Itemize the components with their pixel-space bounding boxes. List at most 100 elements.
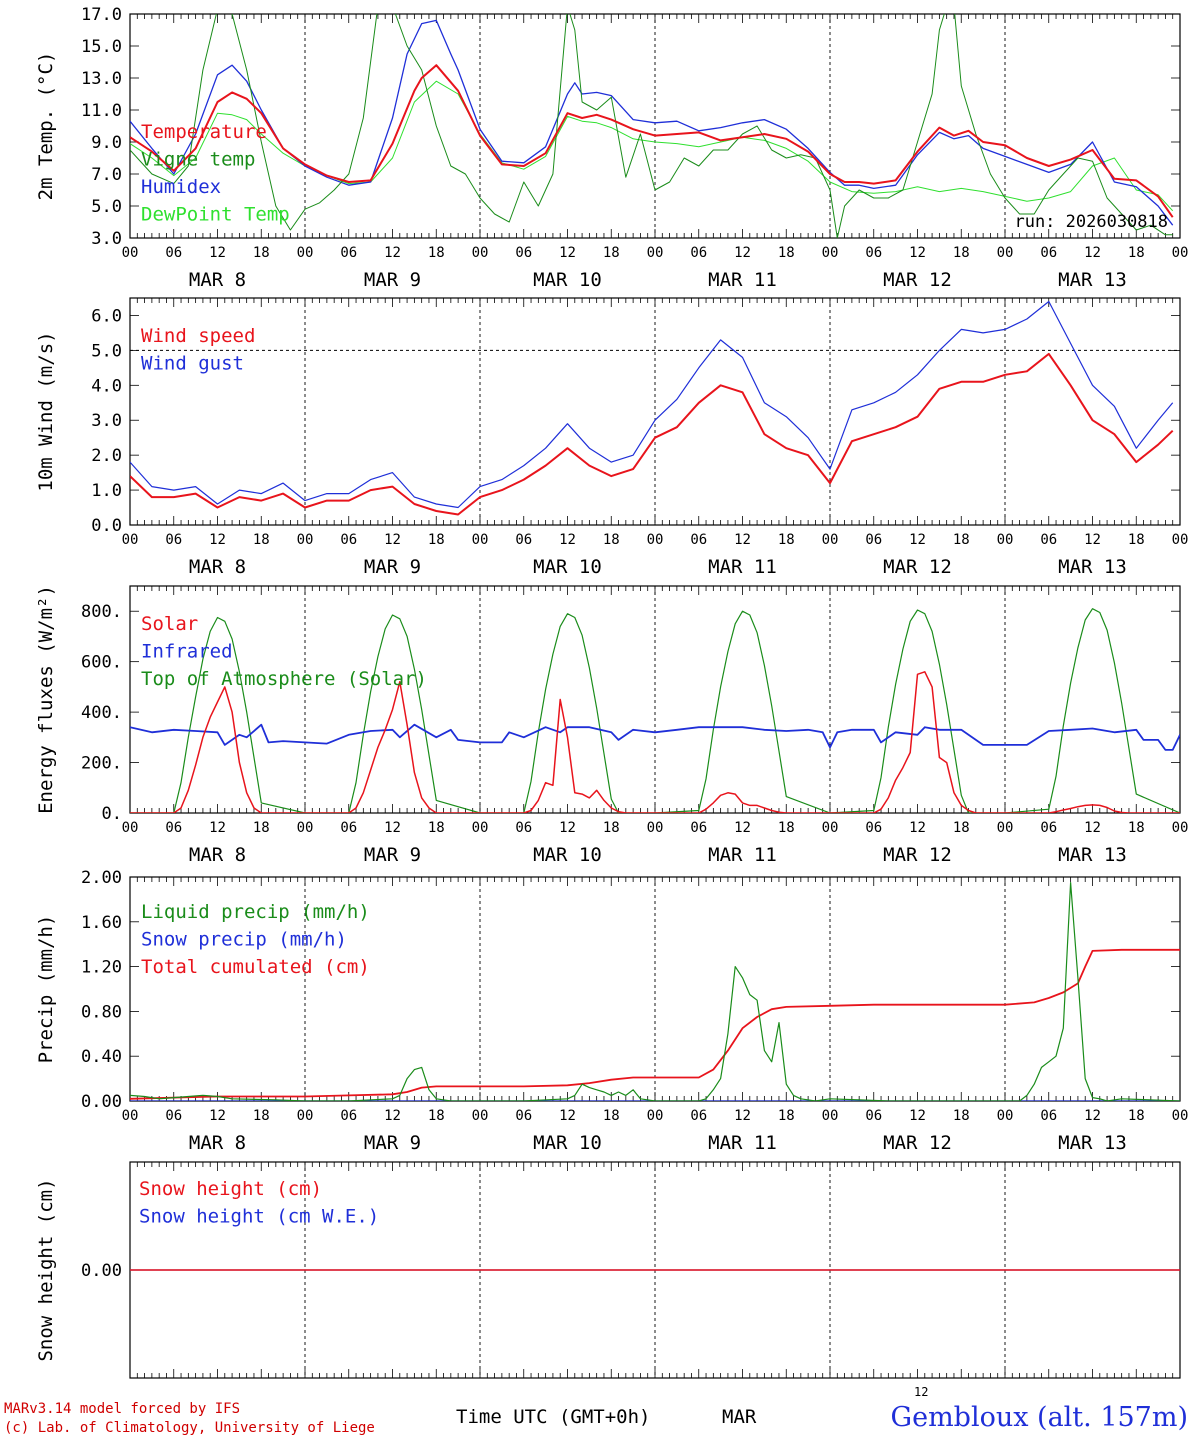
legend-entry: Snow height (cm W.E.) [139,1206,379,1228]
x-tick-label: 00 [822,245,839,261]
x-tick-label: 00 [822,820,839,836]
day-label: MAR 11 [708,844,777,866]
series-line-wind-gust [130,300,1174,509]
day-label: MAR 11 [708,556,777,578]
x-tick-label: 12 [1084,820,1101,836]
x-tick-label: 18 [778,245,795,261]
x-tick-label: 06 [165,1108,182,1124]
x-tick-label: 00 [297,245,314,261]
x-tick-label: 00 [997,245,1014,261]
x-tick-label: 18 [1128,1108,1145,1124]
series-line-dewpoint-temp [130,80,1174,212]
x-tick-label: 06 [515,820,532,836]
day-label: MAR 13 [1058,269,1127,291]
x-tick-label: 12 [384,245,401,261]
legend-entry: Top of Atmosphere (Solar) [141,668,427,690]
x-tick-label: 12 [209,532,226,548]
x-tick-label: 00 [472,1108,489,1124]
model-credit: MARv3.14 model forced by IFS [4,1401,241,1417]
day-label: MAR 12 [883,269,952,291]
y-tick-label: 6.0 [91,306,122,326]
x-tick-label: 00 [997,1108,1014,1124]
station-label: Gembloux (alt. 157m) [890,1402,1188,1433]
x-tick-label: 00 [122,1108,139,1124]
legend-entry: Solar [141,613,198,635]
day-label: MAR 9 [364,269,421,291]
y-tick-label: 11.0 [81,101,122,121]
x-tick-label: 06 [865,245,882,261]
x-tick-label: 12 [909,820,926,836]
day-label: MAR 10 [533,844,602,866]
panel-temperature: 00 06 12 18 00 06 12 18 00 06 12 18 00 06 12 18 00 06 12 18… [35,5,1188,291]
x-tick-label: 18 [428,245,445,261]
y-axis-label: Precip (mm/h) [35,915,57,1064]
x-tick-label: 12 [384,1108,401,1124]
lab-credit: (c) Lab. of Climatology, University of L… [4,1420,375,1436]
x-tick-label: 18 [953,532,970,548]
x-tick-label: 06 [1040,532,1057,548]
y-tick-label: 1.20 [81,958,122,978]
x-tick-label: 06 [865,1108,882,1124]
x-tick-label: 06 [515,245,532,261]
y-tick-label: 800. [81,602,122,622]
x-tick-label: 12 [559,820,576,836]
panel-energy: 00 06 12 18 00 06 12 18 00 06 12 18 00 06 12 18 00 06 12 18… [35,585,1188,866]
legend-entry: Wind gust [141,353,244,375]
x-tick-label: 12 [734,532,751,548]
x-tick-label: 00 [1172,245,1189,261]
x-tick-label: 06 [340,245,357,261]
x-tick-label: 18 [603,245,620,261]
x-tick-label: 12 [209,820,226,836]
x-tick-label: 06 [690,245,707,261]
x-tick-label: 00 [647,245,664,261]
y-tick-label: 0.0 [91,516,122,536]
series-line-liquid-precip-mm-h- [130,881,1180,1101]
x-tick-label: 18 [1128,532,1145,548]
x-tick-label: 00 [647,1108,664,1124]
y-tick-label: 200. [81,754,122,774]
legend-entry: Liquid precip (mm/h) [141,901,370,923]
series-line-temperature [130,64,1174,218]
x-tick-label: 12 [734,245,751,261]
x-tick-label: 00 [1172,532,1189,548]
tiny-tick-label: 12 [914,1385,929,1399]
y-axis-label: 2m Temp. (°C) [35,52,57,201]
x-tick-label: 18 [428,1108,445,1124]
y-tick-label: 0.80 [81,1002,122,1022]
x-tick-label: 06 [165,245,182,261]
x-tick-label: 18 [603,1108,620,1124]
legend-entry: DewPoint Temp [141,204,290,226]
x-tick-label: 18 [253,245,270,261]
series-line-vigne-temp [130,14,1173,238]
x-tick-label: 06 [690,820,707,836]
x-tick-label: 18 [428,532,445,548]
x-tick-label: 06 [1040,245,1057,261]
x-tick-label: 00 [122,532,139,548]
x-tick-label: 12 [559,532,576,548]
y-tick-label: 5.0 [91,341,122,361]
panel-precip: 00 06 12 18 00 06 12 18 00 06 12 18 00 06 12 18 00 06 12 18… [35,868,1188,1154]
y-tick-label: 4.0 [91,376,122,396]
x-tick-label: 12 [734,820,751,836]
x-tick-label: 12 [734,1108,751,1124]
x-tick-label: 06 [340,820,357,836]
y-axis-label: Snow height (cm) [35,1178,57,1361]
x-tick-label: 12 [1084,1108,1101,1124]
series-line-wind-speed [130,352,1174,516]
panel-wind: 00 06 12 18 00 06 12 18 00 06 12 18 00 06 12 18 00 06 12 18… [35,297,1189,578]
x-tick-label: 06 [340,532,357,548]
day-label: MAR 10 [533,556,602,578]
x-tick-label: 00 [822,532,839,548]
day-label: MAR 13 [1058,844,1127,866]
x-tick-label: 18 [953,245,970,261]
x-tick-label: 18 [253,1108,270,1124]
x-tick-label: 18 [953,1108,970,1124]
day-label: MAR 12 [883,1132,952,1154]
x-tick-label: 18 [1128,245,1145,261]
day-label: MAR 8 [189,556,246,578]
x-tick-label: 00 [1172,1108,1189,1124]
x-tick-label: 00 [647,532,664,548]
x-tick-label: 18 [953,820,970,836]
y-tick-label: 7.0 [91,165,122,185]
